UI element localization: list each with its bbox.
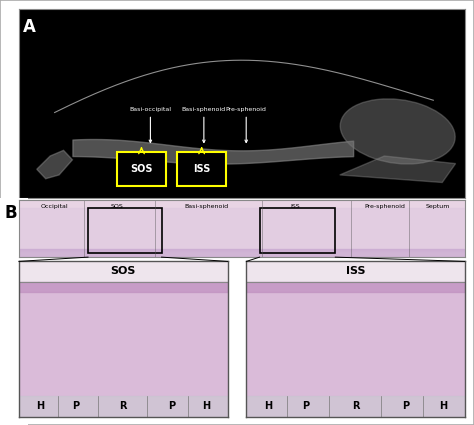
Text: P: P bbox=[402, 402, 409, 411]
Text: P: P bbox=[302, 402, 309, 411]
Ellipse shape bbox=[340, 99, 455, 164]
Text: Basi-sphenoid: Basi-sphenoid bbox=[182, 107, 226, 142]
Text: SOS: SOS bbox=[110, 266, 136, 276]
Text: P: P bbox=[72, 402, 79, 411]
Text: ISS: ISS bbox=[193, 164, 210, 174]
Bar bbox=[88, 208, 162, 252]
Text: A: A bbox=[23, 18, 36, 36]
Text: R: R bbox=[352, 402, 359, 411]
Text: ISS: ISS bbox=[291, 204, 300, 210]
Bar bbox=[177, 152, 226, 186]
Text: SOS: SOS bbox=[130, 164, 153, 174]
Text: Occipital: Occipital bbox=[41, 204, 68, 210]
Text: H: H bbox=[438, 402, 447, 411]
Text: Septum: Septum bbox=[426, 204, 450, 210]
Text: ISS: ISS bbox=[346, 266, 365, 276]
Text: SOS: SOS bbox=[110, 204, 123, 210]
Bar bbox=[117, 152, 166, 186]
Text: R: R bbox=[119, 402, 127, 411]
Text: B: B bbox=[4, 204, 17, 222]
Text: H: H bbox=[264, 402, 273, 411]
Text: Pre-sphenoid: Pre-sphenoid bbox=[364, 204, 405, 210]
Text: Pre-sphenoid: Pre-sphenoid bbox=[226, 107, 267, 142]
Text: H: H bbox=[202, 402, 211, 411]
Text: Basi-occipital: Basi-occipital bbox=[129, 107, 172, 142]
Bar bbox=[260, 208, 335, 252]
Text: H: H bbox=[36, 402, 44, 411]
Polygon shape bbox=[340, 156, 456, 182]
Text: P: P bbox=[168, 402, 175, 411]
Polygon shape bbox=[37, 150, 73, 179]
Text: Basi-sphenoid: Basi-sphenoid bbox=[184, 204, 228, 210]
